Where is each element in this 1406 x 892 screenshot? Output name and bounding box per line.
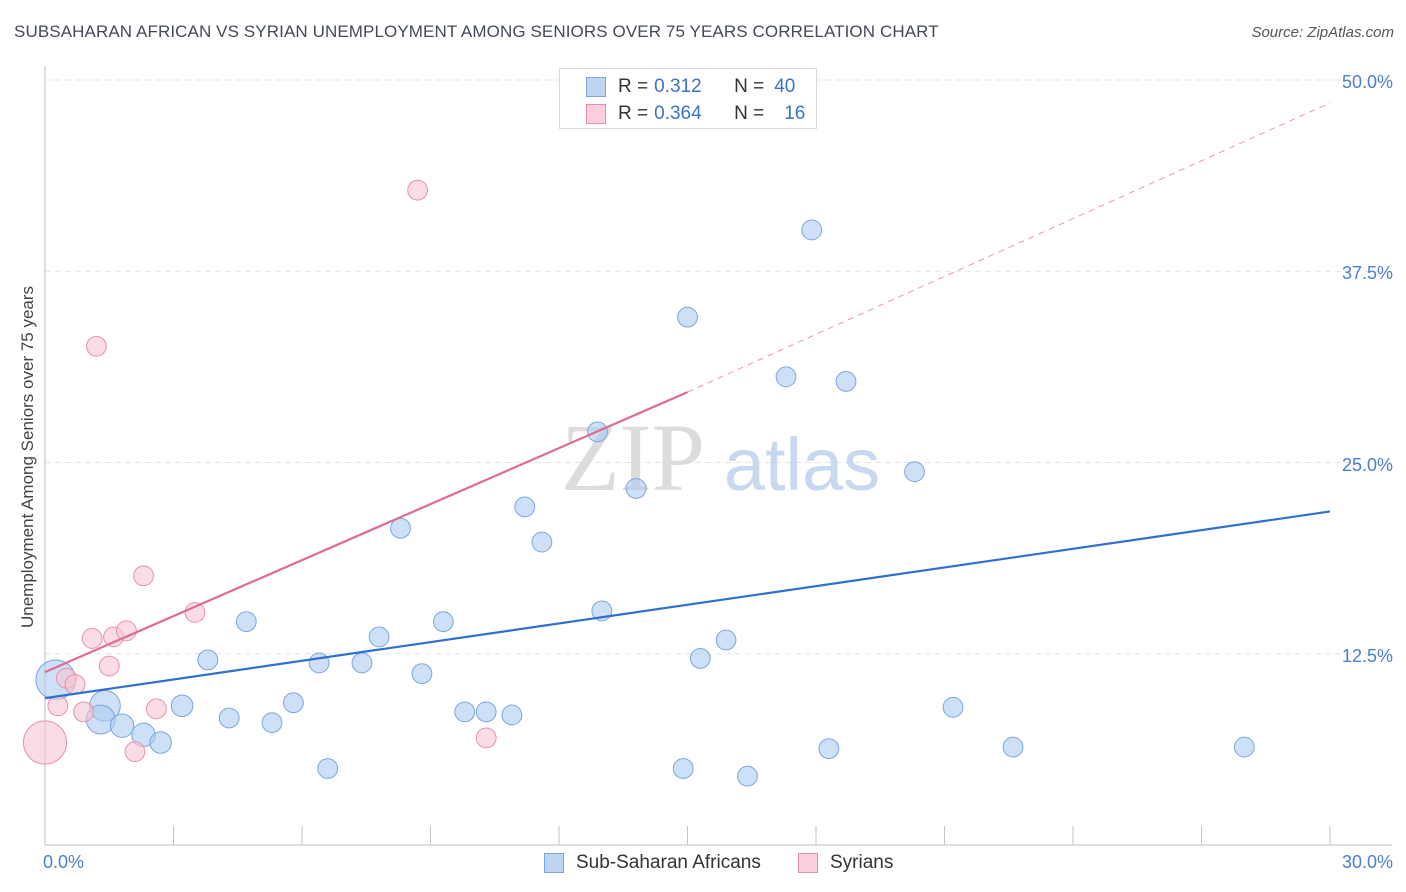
subsaharan-point [689, 647, 711, 669]
y-tick-label: 12.5% [1341, 645, 1393, 666]
y-axis-label: Unemployment Among Seniors over 75 years [18, 285, 37, 629]
subsaharan-point [109, 713, 135, 738]
legend-item-syrians[interactable]: Syrians [798, 852, 893, 874]
subsaharan-point [390, 517, 411, 539]
subsaharan-point [677, 306, 698, 328]
n-value: 16 [784, 103, 806, 124]
subsaharan-point [149, 731, 172, 754]
legend-label: Sub-Saharan Africans [576, 852, 761, 873]
syrian-point [475, 727, 497, 749]
n-label: N = [734, 76, 765, 97]
syrian-point [98, 655, 120, 677]
subsaharan-point [411, 663, 433, 685]
subsaharan-point [475, 701, 497, 723]
legend-row-subsaharan: R = 0.312 N = 40 [586, 75, 795, 99]
subsaharan-point [351, 652, 373, 674]
syrian-trend-line-extension [687, 102, 1331, 393]
r-label: R = [618, 76, 649, 97]
legend-row-syrians: R = 0.364 N = 16 [586, 102, 805, 126]
watermark-atlas: atlas [724, 423, 880, 506]
trend-lines [44, 102, 1331, 700]
legend-item-subsaharan[interactable]: Sub-Saharan Africans [544, 852, 761, 874]
x-tick-min: 0.0% [43, 852, 85, 872]
syrian-point [81, 628, 103, 649]
subsaharan-swatch [544, 853, 564, 873]
x-tick-max: 30.0% [1341, 852, 1393, 872]
subsaharan-point [775, 366, 797, 388]
subsaharan-point [942, 696, 964, 718]
subsaharan-point [672, 758, 694, 779]
n-value: 40 [774, 76, 796, 97]
syrian-point [133, 565, 154, 587]
chart-source: Source: ZipAtlas.com [1251, 24, 1394, 41]
watermark: ZIP atlas [561, 404, 880, 511]
n-label: N = [734, 103, 765, 124]
chart-title: SUBSAHARAN AFRICAN VS SYRIAN UNEMPLOYMEN… [14, 22, 939, 41]
subsaharan-point [197, 649, 219, 671]
subsaharan-point [1002, 736, 1024, 758]
subsaharan-point [625, 478, 647, 499]
syrian-point [115, 620, 137, 642]
subsaharan-point [454, 701, 476, 723]
subsaharan-point [170, 694, 194, 718]
subsaharan-point [531, 531, 553, 553]
legend-label: Syrians [830, 852, 894, 873]
subsaharan-point [261, 712, 283, 733]
r-label: R = [618, 103, 649, 124]
syrian-point [407, 179, 429, 201]
subsaharan-point [835, 371, 857, 392]
r-value: 0.364 [654, 103, 702, 124]
subsaharan-swatch [586, 77, 606, 97]
axes [44, 66, 1392, 846]
y-tick-label: 50.0% [1341, 72, 1393, 92]
correlation-legend: R = 0.312 N = 40 R = 0.364 N = 16 [559, 68, 817, 129]
subsaharan-point [317, 758, 339, 779]
r-value: 0.312 [654, 76, 702, 97]
subsaharan-point [1233, 736, 1255, 758]
subsaharan-trend-line [44, 510, 1331, 700]
series-legend: Sub-Saharan Africans Syrians [0, 852, 1406, 878]
subsaharan-point [801, 219, 823, 241]
syrian-point [86, 335, 107, 357]
subsaharan-point [308, 652, 330, 674]
syrian-point [184, 602, 206, 623]
syrian-point [145, 698, 167, 720]
syrians-swatch [586, 104, 606, 124]
gridlines [45, 79, 1392, 655]
subsaharan-point [818, 738, 840, 760]
subsaharan-point [501, 704, 523, 726]
syrian-point [22, 720, 68, 765]
subsaharan-point [218, 707, 240, 729]
subsaharan-point [514, 496, 536, 518]
y-tick-label: 37.5% [1341, 263, 1393, 284]
subsaharan-point [715, 629, 737, 651]
subsaharan-point [904, 461, 925, 483]
syrian-trend-line [44, 391, 688, 674]
syrians-swatch [798, 853, 818, 873]
y-tick-label: 25.0% [1341, 454, 1393, 475]
subsaharan-point [283, 692, 304, 714]
subsaharan-point [368, 626, 390, 648]
syrian-point [47, 695, 69, 717]
data-points [22, 179, 1255, 787]
subsaharan-point [432, 611, 454, 633]
syrian-point [64, 673, 86, 695]
syrian-point [73, 701, 94, 723]
subsaharan-point [235, 611, 257, 633]
syrian-point [124, 741, 146, 763]
subsaharan-point [737, 765, 758, 787]
